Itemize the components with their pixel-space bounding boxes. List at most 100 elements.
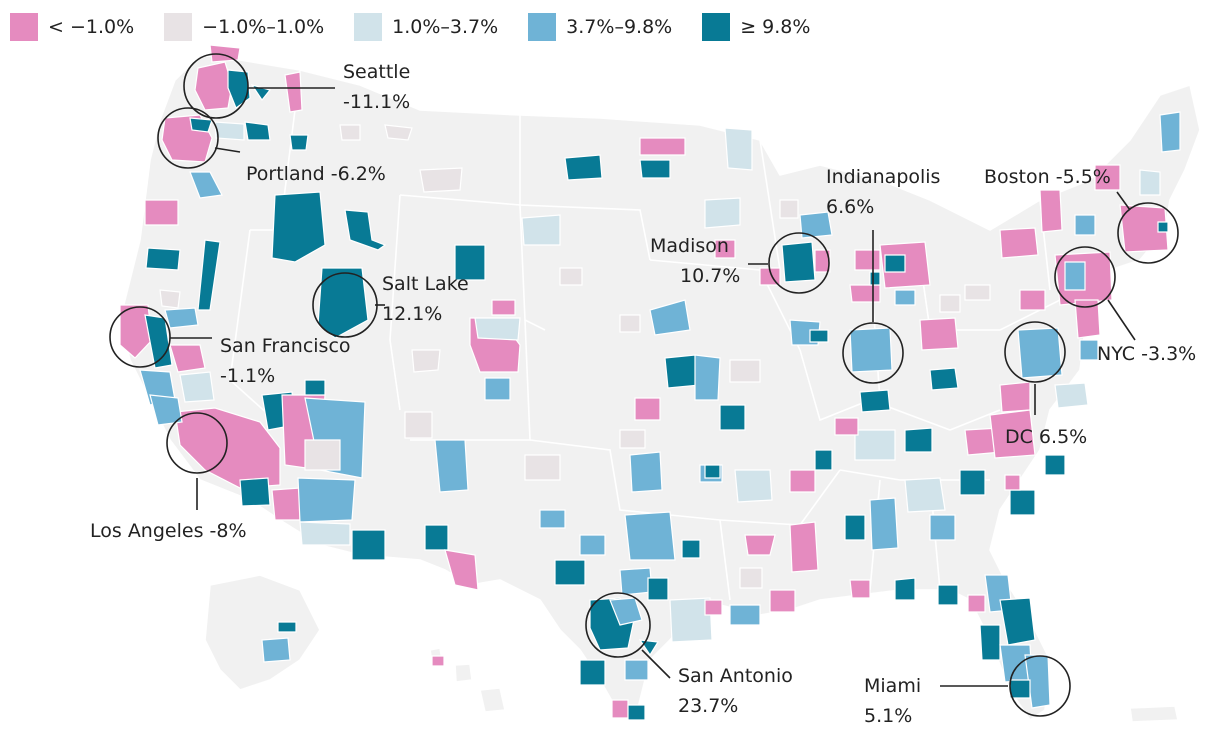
- county: [579, 534, 606, 556]
- county: [714, 239, 736, 259]
- county: [1004, 474, 1021, 491]
- county: [629, 451, 663, 493]
- boston-label: Boston -5.5%: [984, 166, 1111, 188]
- legend-item: −1.0%–1.0%: [164, 13, 324, 41]
- saltlake-label: Salt Lake: [382, 273, 469, 295]
- county: [854, 249, 881, 271]
- legend-item: 1.0%–3.7%: [354, 13, 498, 41]
- county: [299, 521, 351, 546]
- county: [814, 449, 833, 471]
- county: [979, 624, 1001, 661]
- county: [729, 359, 761, 383]
- county: [317, 267, 369, 339]
- county: [539, 509, 566, 529]
- county: [894, 577, 916, 601]
- boston-leader: [1116, 191, 1131, 211]
- legend-label: 1.0%–3.7%: [392, 16, 499, 38]
- la-circle: [166, 412, 228, 474]
- county: [739, 567, 763, 589]
- county: [799, 211, 833, 239]
- county: [159, 289, 181, 309]
- sf-label: San Francisco: [220, 335, 351, 357]
- legend-swatch: [354, 13, 383, 41]
- miami-value: 5.1%: [864, 705, 912, 727]
- county: [789, 521, 819, 573]
- county: [834, 417, 859, 436]
- county: [579, 659, 606, 686]
- county: [189, 171, 223, 199]
- county: [1019, 289, 1046, 311]
- county: [521, 214, 561, 246]
- indianapolis-circle: [842, 322, 904, 384]
- county: [1017, 327, 1063, 379]
- portland-leader: [214, 147, 241, 153]
- annotation-markers: [109, 53, 1179, 717]
- legend-item: ≥ 9.8%: [702, 13, 810, 41]
- county: [351, 529, 386, 561]
- county: [164, 307, 199, 329]
- county: [404, 411, 433, 439]
- county: [744, 534, 776, 556]
- nyc-label: NYC -3.3%: [1097, 343, 1196, 365]
- county: [849, 579, 871, 599]
- county: [904, 477, 946, 513]
- miami-label: Miami: [864, 675, 921, 697]
- county: [174, 407, 281, 489]
- sanantonio-circle: [585, 592, 651, 658]
- county: [999, 597, 1036, 646]
- saltlake-value: 12.1%: [382, 303, 442, 325]
- county: [1139, 169, 1161, 196]
- legend-swatch: [10, 13, 38, 41]
- counties: [119, 44, 1181, 721]
- county: [339, 124, 361, 141]
- county: [609, 597, 643, 626]
- county: [904, 427, 933, 453]
- county: [1054, 382, 1089, 409]
- dc-label: DC 6.5%: [1005, 426, 1087, 448]
- county: [197, 239, 221, 311]
- county: [967, 594, 986, 613]
- county: [624, 659, 649, 681]
- county: [964, 284, 991, 301]
- legend-label: 3.7%–9.8%: [566, 16, 673, 38]
- county: [854, 429, 896, 461]
- county: [271, 487, 301, 521]
- county: [894, 289, 916, 306]
- county: [239, 477, 271, 507]
- county: [669, 597, 713, 643]
- county: [411, 349, 441, 373]
- county: [869, 497, 899, 551]
- county: [434, 439, 469, 493]
- nyc-circle: [1054, 246, 1116, 308]
- county: [1157, 221, 1169, 233]
- county: [937, 584, 959, 606]
- county: [959, 469, 986, 496]
- county: [194, 61, 233, 111]
- county: [419, 167, 463, 193]
- boston-circle: [1117, 202, 1179, 264]
- county: [431, 655, 445, 667]
- county: [149, 394, 183, 426]
- portland-circle: [157, 107, 219, 169]
- county: [1074, 214, 1096, 236]
- county: [1009, 489, 1036, 516]
- county: [849, 327, 893, 373]
- county: [639, 159, 671, 179]
- county: [169, 344, 206, 373]
- sf-value: -1.1%: [220, 365, 275, 387]
- county: [189, 117, 213, 133]
- legend-swatch: [164, 13, 193, 41]
- county: [704, 197, 741, 229]
- legend-label: < −1.0%: [48, 16, 135, 38]
- county: [999, 227, 1039, 259]
- county: [999, 381, 1031, 413]
- seattle-label: Seattle: [343, 61, 410, 83]
- county: [524, 454, 561, 481]
- indianapolis-value: 6.6%: [826, 196, 874, 218]
- county: [384, 124, 413, 141]
- county: [297, 477, 356, 523]
- county: [304, 439, 341, 471]
- county: [919, 317, 959, 351]
- county: [304, 379, 326, 396]
